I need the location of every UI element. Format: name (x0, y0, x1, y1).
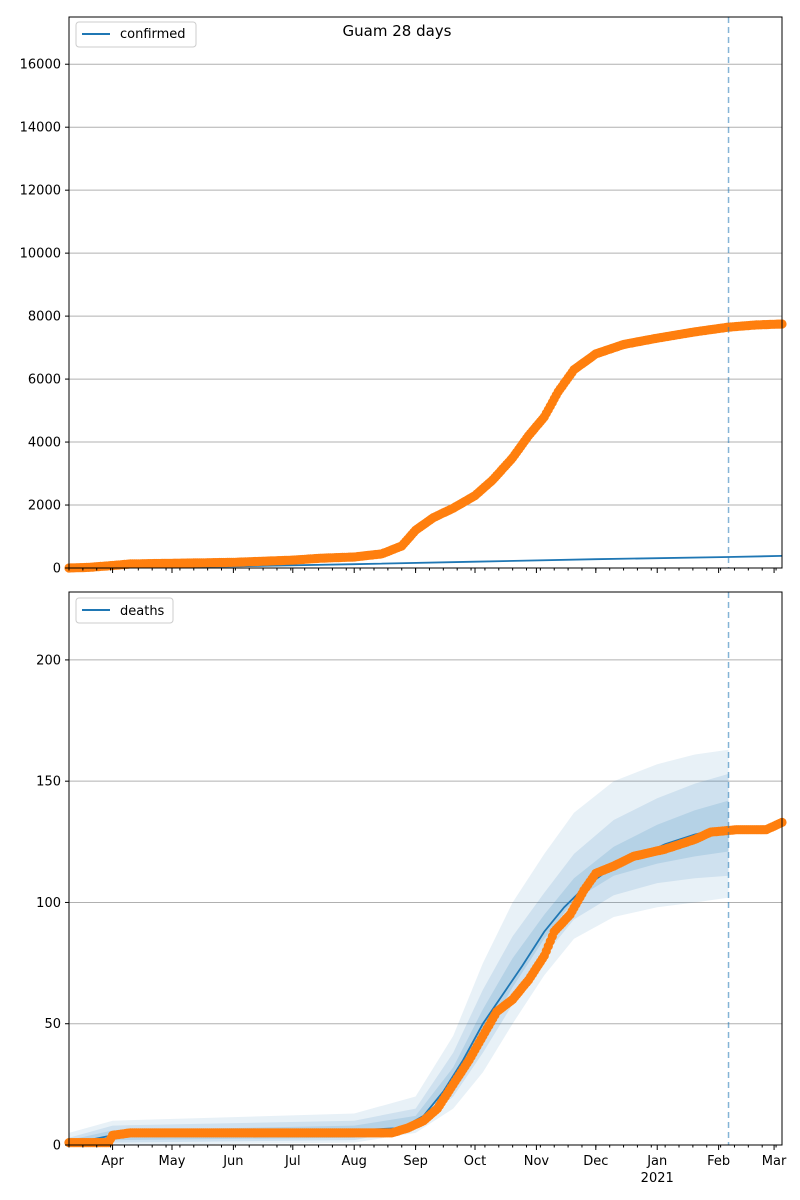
y-tick-label: 0 (53, 562, 61, 577)
confirmed-observed-markers (64, 319, 787, 573)
x-tick-label: Feb (707, 1154, 730, 1169)
deaths-legend-box (75, 597, 174, 624)
deaths-legend: deaths (75, 597, 174, 624)
y-tick-label: 10000 (20, 247, 61, 262)
confirmed-axes-frame (68, 16, 783, 569)
confirmed-legend-box (75, 21, 197, 48)
y-tick-label: 200 (36, 653, 61, 668)
x-tick-label: Oct (464, 1154, 486, 1169)
x-year-label: 2021 (641, 1171, 674, 1186)
y-tick-label: 6000 (28, 373, 61, 388)
x-tick-label: Apr (101, 1154, 124, 1169)
deaths-x-ticks: Apr May Jun Jul Aug Sep Oct Nov Dec Jan Feb Mar (68, 1145, 787, 1169)
x-tick-label: Mar (762, 1154, 787, 1169)
confirmed-y-ticks: 0 2000 4000 6000 8000 10000 12000 14000 16000 (20, 58, 69, 577)
deaths-legend-label: deaths (120, 604, 165, 619)
y-tick-label: 14000 (20, 121, 61, 136)
deaths-observed-markers (64, 817, 787, 1148)
x-tick-label: Aug (342, 1154, 367, 1169)
deaths-plot-area (69, 592, 782, 1145)
confirmed-plot-area (69, 17, 782, 568)
x-tick-label: Jun (222, 1154, 243, 1169)
deaths-axes-frame (68, 591, 783, 1146)
uncertainty-band (69, 749, 729, 1145)
deaths-panel: 0 50 100 150 200 Apr May Jun Jul Aug Sep Oct Nov Dec… (36, 591, 787, 1186)
y-tick-label: 50 (44, 1017, 61, 1032)
x-tick-label: Sep (403, 1154, 428, 1169)
y-tick-label: 150 (36, 775, 61, 790)
y-tick-label: 8000 (28, 310, 61, 325)
deaths-bands (69, 749, 729, 1145)
uncertainty-band (69, 773, 729, 1145)
y-tick-label: 2000 (28, 499, 61, 514)
x-tick-label: Dec (583, 1154, 608, 1169)
y-tick-label: 4000 (28, 436, 61, 451)
chart-title: Guam 28 days (343, 22, 452, 40)
x-tick-label: Jul (284, 1154, 301, 1169)
y-tick-label: 0 (53, 1139, 61, 1154)
deaths-y-ticks: 0 50 100 150 200 (36, 653, 69, 1154)
x-tick-label: Jan (646, 1154, 667, 1169)
confirmed-legend-label: confirmed (120, 27, 186, 42)
confirmed-gridlines (69, 63, 782, 569)
confirmed-x-ticks (68, 568, 777, 573)
x-tick-label: May (159, 1154, 186, 1169)
y-tick-label: 12000 (20, 184, 61, 199)
confirmed-panel: 0 2000 4000 6000 8000 10000 12000 14000 16000 Gu… (20, 16, 787, 577)
y-tick-label: 100 (36, 896, 61, 911)
y-tick-label: 16000 (20, 58, 61, 73)
confirmed-legend: confirmed (75, 21, 197, 48)
uncertainty-band (69, 800, 729, 1145)
x-tick-label: Nov (524, 1154, 550, 1169)
